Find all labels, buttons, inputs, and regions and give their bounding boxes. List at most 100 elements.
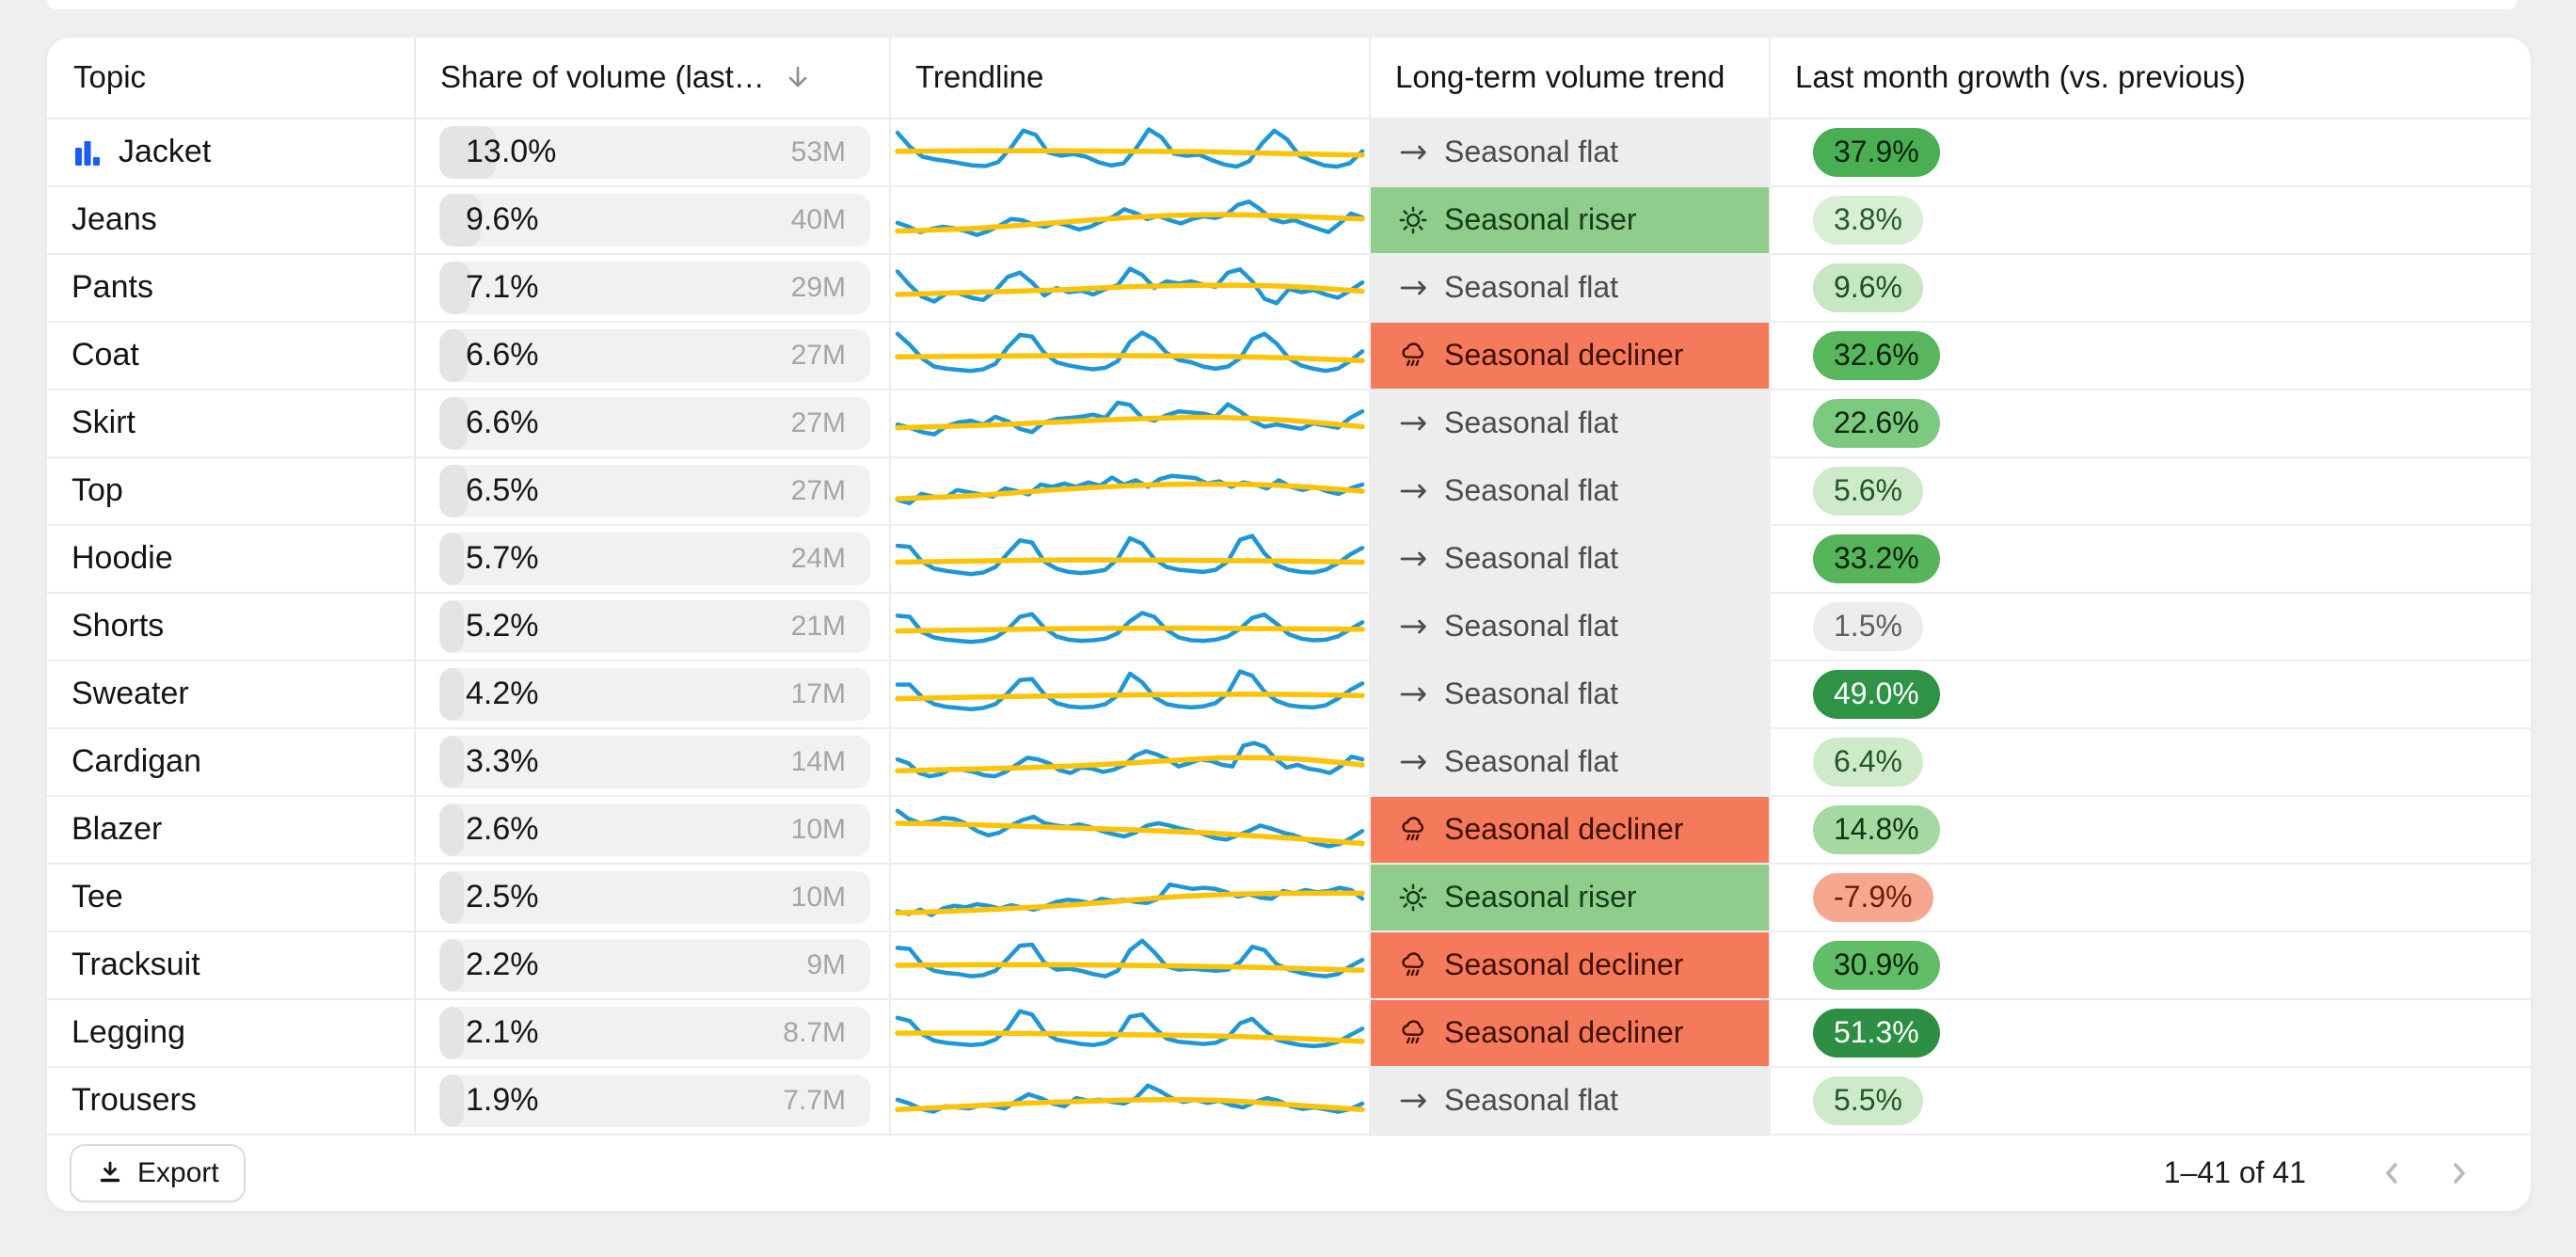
trendline-cell	[889, 593, 1369, 660]
column-header-share-label: Share of volume (last…	[440, 59, 765, 95]
growth-cell: 49.0%	[1769, 660, 2531, 727]
share-pill: 2.2% 9M	[439, 938, 870, 992]
trend-cell: Seasonal riser	[1369, 864, 1769, 931]
table-row[interactable]: Hoodie 5.7% 24M	[47, 523, 2531, 592]
table-row[interactable]: Tee 2.5% 10M	[47, 862, 2531, 931]
share-pill: 6.6% 27M	[439, 396, 870, 450]
rain-cloud-icon	[1397, 1017, 1429, 1049]
pagination-prev-button[interactable]	[2358, 1144, 2425, 1202]
share-fill	[439, 735, 464, 788]
bar-chart-icon	[72, 136, 103, 168]
table-row[interactable]: Jacket 13.0% 53M	[47, 119, 2531, 185]
share-pill-value: 7.1%	[466, 269, 539, 306]
topic-label: Tee	[72, 879, 123, 915]
table-row[interactable]: Tracksuit 2.2% 9M	[47, 930, 2531, 998]
sparkline-chart	[895, 740, 1365, 778]
table-row[interactable]: Trousers 1.9% 7.7M	[47, 1065, 2531, 1134]
trend-cell: Seasonal flat	[1369, 1067, 1769, 1134]
trend-label: Seasonal flat	[1444, 270, 1619, 305]
share-fill	[439, 396, 469, 450]
sparkline-chart	[895, 668, 1365, 711]
table-row[interactable]: Legging 2.1% 8.7M	[47, 997, 2531, 1066]
growth-cell: 9.6%	[1769, 254, 2531, 321]
share-fill	[439, 328, 469, 382]
trend-label: Seasonal flat	[1444, 744, 1619, 779]
share-volume: 21M	[790, 610, 846, 642]
table-body: Jacket 13.0% 53M	[47, 119, 2531, 1134]
trend-label: Seasonal decliner	[1444, 947, 1684, 982]
column-header-topic[interactable]: Topic	[47, 38, 414, 118]
topic-cell: Shorts	[47, 594, 414, 660]
share-pill: 6.6% 27M	[439, 328, 870, 382]
table-header-row: Topic Share of volume (last… Trendline L…	[47, 38, 2531, 119]
growth-badge: 22.6%	[1813, 398, 1940, 448]
topic-cell: Sweater	[47, 661, 414, 727]
share-fill	[439, 261, 470, 314]
trendline-cell	[889, 254, 1369, 321]
table-row[interactable]: Coat 6.6% 27M	[47, 320, 2531, 389]
rain-cloud-icon	[1397, 340, 1429, 372]
share-pill-value: 4.2%	[466, 676, 539, 712]
column-header-share[interactable]: Share of volume (last…	[414, 38, 889, 118]
column-header-longterm-trend[interactable]: Long-term volume trend	[1369, 38, 1769, 118]
trend-badge: Seasonal riser	[1371, 864, 1769, 931]
pagination-next-button[interactable]	[2425, 1144, 2493, 1202]
growth-cell: 5.5%	[1769, 1067, 2531, 1134]
column-header-growth[interactable]: Last month growth (vs. previous)	[1769, 38, 2531, 118]
trend-badge: Seasonal flat	[1371, 525, 1769, 592]
trendline-cell	[889, 864, 1369, 931]
share-pill: 2.5% 10M	[439, 870, 870, 924]
table-row[interactable]: Shorts 5.2% 21M	[47, 591, 2531, 660]
share-pill-value: 6.5%	[466, 472, 539, 509]
share-fill	[439, 938, 464, 992]
topic-cell: Tee	[47, 865, 414, 931]
topics-table-card: Topic Share of volume (last… Trendline L…	[47, 38, 2531, 1211]
trend-badge: Seasonal decliner	[1371, 999, 1769, 1066]
trend-badge: Seasonal flat	[1371, 254, 1769, 321]
trend-badge: Seasonal riser	[1371, 186, 1769, 253]
topic-label: Hoodie	[72, 540, 173, 577]
share-pill-value: 5.2%	[466, 608, 539, 644]
share-cell: 2.5% 10M	[414, 864, 889, 931]
table-row[interactable]: Cardigan 3.3% 14M	[47, 726, 2531, 795]
table-row[interactable]: Blazer 2.6% 10M	[47, 794, 2531, 863]
share-fill	[439, 125, 496, 179]
right-arrow-icon	[1397, 1085, 1429, 1117]
share-volume: 17M	[790, 677, 846, 709]
trend-cell: Seasonal decliner	[1369, 796, 1769, 863]
export-button[interactable]: Export	[70, 1143, 246, 1202]
trend-badge: Seasonal decliner	[1371, 931, 1769, 998]
table-row[interactable]: Top 6.5% 27M	[47, 455, 2531, 524]
right-arrow-icon	[1397, 611, 1429, 643]
table-row[interactable]: Jeans 9.6% 40M	[47, 184, 2531, 253]
share-pill-value: 3.3%	[466, 743, 539, 780]
share-cell: 2.2% 9M	[414, 931, 889, 998]
share-fill	[439, 532, 465, 585]
growth-badge: 9.6%	[1813, 263, 1923, 312]
growth-badge: 33.2%	[1813, 533, 1940, 583]
growth-cell: 14.8%	[1769, 796, 2531, 863]
trendline-cell	[889, 728, 1369, 795]
sparkline-chart	[895, 266, 1365, 306]
previous-card-edge	[47, 0, 2518, 9]
share-fill	[439, 870, 464, 924]
sparkline-chart	[895, 199, 1365, 237]
topic-cell: Coat	[47, 323, 414, 389]
table-row[interactable]: Pants 7.1% 29M	[47, 252, 2531, 321]
sparkline-chart	[895, 533, 1365, 577]
share-fill	[439, 1006, 464, 1059]
trend-label: Seasonal decliner	[1444, 338, 1684, 373]
trend-badge: Seasonal decliner	[1371, 322, 1769, 389]
share-fill	[439, 599, 464, 653]
share-pill: 5.7% 24M	[439, 532, 870, 585]
share-fill	[439, 464, 468, 517]
sparkline-chart	[895, 329, 1365, 374]
share-pill-value: 2.1%	[466, 1014, 539, 1051]
share-volume: 53M	[790, 135, 846, 167]
share-pill-value: 2.2%	[466, 947, 539, 983]
share-fill	[439, 1074, 464, 1127]
table-row[interactable]: Skirt 6.6% 27M	[47, 388, 2531, 456]
share-cell: 5.7% 24M	[414, 525, 889, 592]
table-row[interactable]: Sweater 4.2% 17M	[47, 659, 2531, 727]
column-header-trendline[interactable]: Trendline	[889, 38, 1369, 118]
